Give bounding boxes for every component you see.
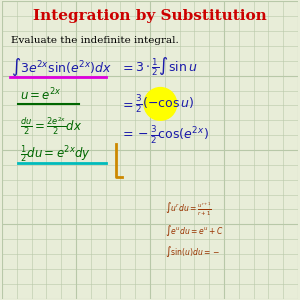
Text: $\int 3e^{2x}\sin(e^{2x})dx$: $\int 3e^{2x}\sin(e^{2x})dx$ <box>11 56 112 78</box>
Text: $\frac{1}{2}du = e^{2x}dy$: $\frac{1}{2}du = e^{2x}dy$ <box>20 144 91 165</box>
Text: Evaluate the indefinite integral.: Evaluate the indefinite integral. <box>11 35 178 44</box>
Text: $=$: $=$ <box>120 60 134 73</box>
Text: $u = e^{2x}$: $u = e^{2x}$ <box>20 87 62 103</box>
Text: Integration by Substitution: Integration by Substitution <box>33 9 267 23</box>
Text: $\int e^u du = e^u + C$: $\int e^u du = e^u + C$ <box>165 223 224 238</box>
Text: $\int \sin(u)du = -$: $\int \sin(u)du = -$ <box>165 244 220 259</box>
Text: $= -\frac{3}{2}\cos(e^{2x})$: $= -\frac{3}{2}\cos(e^{2x})$ <box>120 124 209 146</box>
Text: $3 \cdot \frac{1}{2}\int \sin u$: $3 \cdot \frac{1}{2}\int \sin u$ <box>135 56 198 78</box>
Text: $\int u^r du = \frac{u^{r+1}}{r+1}$: $\int u^r du = \frac{u^{r+1}}{r+1}$ <box>165 201 212 218</box>
Text: $\frac{3}{2}(-\cos u)$: $\frac{3}{2}(-\cos u)$ <box>135 93 194 115</box>
Text: $\frac{du}{2} = \frac{2e^{2x}}{2}dx$: $\frac{du}{2} = \frac{2e^{2x}}{2}dx$ <box>20 115 82 137</box>
Circle shape <box>144 88 177 120</box>
Text: $=$: $=$ <box>120 98 134 110</box>
